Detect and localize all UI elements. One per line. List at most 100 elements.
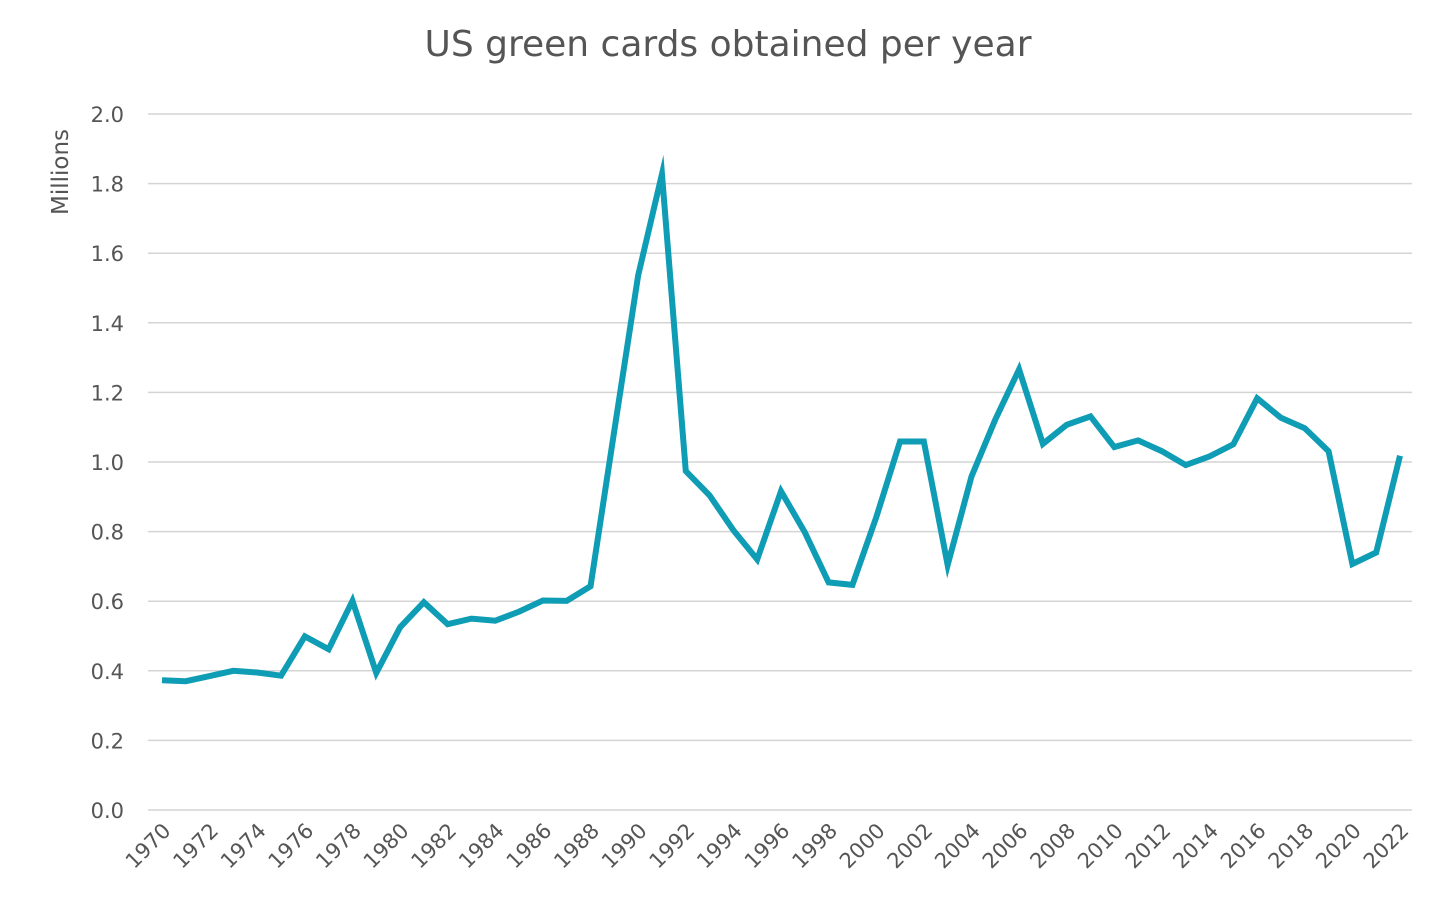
data-point xyxy=(733,530,734,531)
x-tick-label: 1976 xyxy=(264,819,319,874)
data-point xyxy=(257,672,258,673)
data-point xyxy=(1257,398,1258,399)
data-point xyxy=(1280,417,1281,418)
x-tick-label: 2014 xyxy=(1168,819,1223,874)
data-point xyxy=(566,600,567,601)
data-point xyxy=(1209,456,1210,457)
data-point xyxy=(876,517,877,518)
y-tick-label: 2.0 xyxy=(91,103,124,127)
x-tick-label: 2016 xyxy=(1216,819,1271,874)
series-group xyxy=(161,154,1403,685)
data-point xyxy=(1376,552,1377,553)
x-axis-ticks: 1970197219741976197819801982198419861988… xyxy=(121,819,1414,874)
data-point xyxy=(995,419,996,420)
y-tick-label: 0.2 xyxy=(91,729,124,753)
data-point xyxy=(900,441,901,442)
x-tick-label: 1986 xyxy=(502,819,557,874)
data-point xyxy=(376,672,377,673)
y-axis-label: Millions xyxy=(48,129,74,215)
data-point xyxy=(1138,440,1139,441)
x-tick-label: 1994 xyxy=(692,819,747,874)
data-point xyxy=(661,174,662,175)
data-point xyxy=(495,620,496,621)
x-tick-label: 1972 xyxy=(168,819,223,874)
data-point xyxy=(947,565,948,566)
x-tick-label: 1988 xyxy=(549,819,604,874)
chart-title: US green cards obtained per year xyxy=(424,24,1032,65)
y-axis-ticks: 0.0 0.2 0.4 0.6 0.8 1.0 1.2 1.4 1.6 1.8 2.0 xyxy=(91,103,124,823)
data-point xyxy=(1090,416,1091,417)
x-tick-label: 1990 xyxy=(597,819,652,874)
y-tick-label: 1.2 xyxy=(91,381,124,405)
data-point xyxy=(923,441,924,442)
x-tick-label: 2006 xyxy=(978,819,1033,874)
data-point xyxy=(1161,451,1162,452)
data-point xyxy=(447,624,448,625)
y-tick-label: 1.4 xyxy=(91,312,124,336)
gridlines xyxy=(148,113,1412,811)
y-tick-label: 0.6 xyxy=(91,590,124,614)
x-tick-label: 2020 xyxy=(1311,819,1366,874)
data-point xyxy=(614,430,615,431)
data-point xyxy=(590,586,591,587)
x-tick-label: 2012 xyxy=(1121,819,1176,874)
data-point xyxy=(1185,465,1186,466)
data-point xyxy=(423,602,424,603)
x-tick-label: 2002 xyxy=(883,819,938,874)
data-point xyxy=(781,491,782,492)
x-tick-label: 1978 xyxy=(311,819,366,874)
y-tick-label: 0.8 xyxy=(91,521,124,545)
x-tick-label: 2008 xyxy=(1025,819,1080,874)
y-tick-label: 1.8 xyxy=(91,173,124,197)
data-point xyxy=(352,600,353,601)
series-line xyxy=(161,154,1403,685)
x-tick-label: 2022 xyxy=(1359,819,1414,874)
data-point xyxy=(281,675,282,676)
data-point xyxy=(757,559,758,560)
x-tick-label: 2004 xyxy=(930,819,985,874)
data-point xyxy=(1328,451,1329,452)
data-point xyxy=(1114,447,1115,448)
data-point xyxy=(209,676,210,677)
y-tick-label: 1.6 xyxy=(91,242,124,266)
x-tick-label: 1974 xyxy=(216,819,271,874)
data-point xyxy=(400,627,401,628)
data-point xyxy=(162,680,163,681)
y-tick-label: 1.0 xyxy=(91,451,124,475)
data-point xyxy=(852,584,853,585)
data-point xyxy=(971,476,972,477)
data-point xyxy=(1304,428,1305,429)
x-tick-label: 2010 xyxy=(1073,819,1128,874)
x-tick-label: 1992 xyxy=(645,819,700,874)
data-point xyxy=(304,636,305,637)
data-point xyxy=(804,532,805,533)
data-point xyxy=(328,649,329,650)
data-point xyxy=(638,275,639,276)
y-tick-label: 0.0 xyxy=(91,799,124,823)
data-point xyxy=(1400,455,1401,456)
data-point xyxy=(233,670,234,671)
data-point xyxy=(542,600,543,601)
data-point xyxy=(1352,563,1353,564)
x-tick-label: 1970 xyxy=(121,819,176,874)
data-point xyxy=(471,618,472,619)
data-point xyxy=(1233,444,1234,445)
x-tick-label: 1980 xyxy=(359,819,414,874)
x-tick-label: 2000 xyxy=(835,819,890,874)
x-tick-label: 1998 xyxy=(787,819,842,874)
data-point xyxy=(685,471,686,472)
y-tick-label: 0.4 xyxy=(91,660,124,684)
x-tick-label: 1982 xyxy=(406,819,461,874)
data-point xyxy=(1042,443,1043,444)
data-point xyxy=(519,611,520,612)
data-point xyxy=(828,582,829,583)
data-point xyxy=(709,495,710,496)
data-point xyxy=(1019,369,1020,370)
x-tick-label: 2018 xyxy=(1264,819,1319,874)
x-tick-label: 1984 xyxy=(454,819,509,874)
data-point xyxy=(185,681,186,682)
data-point xyxy=(1066,424,1067,425)
x-tick-label: 1996 xyxy=(740,819,795,874)
